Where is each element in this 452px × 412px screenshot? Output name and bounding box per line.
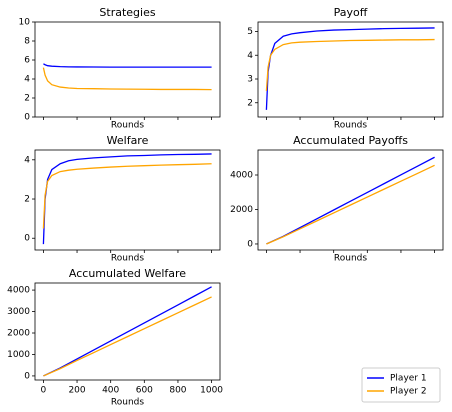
- line: [42, 153, 212, 245]
- axes-frame: [257, 21, 444, 118]
- axes-frame: [257, 149, 444, 251]
- subplot-title: Welfare: [107, 134, 149, 147]
- plot-area: [265, 27, 435, 110]
- x-axis-label: Rounds: [334, 121, 367, 131]
- y-tick-label: 8: [24, 37, 30, 47]
- y-tick-label: 4: [247, 51, 253, 61]
- plot-area: [43, 286, 212, 377]
- y-tick-label: 10: [19, 18, 31, 28]
- line: [43, 296, 212, 377]
- y-tick-label: 0: [24, 113, 30, 123]
- legend-frame: [361, 367, 441, 403]
- y-tick-label: 6: [24, 56, 30, 66]
- y-tick-label: 4000: [7, 286, 30, 296]
- y-tick-label: 4: [24, 155, 30, 165]
- subplot-title: Accumulated Welfare: [69, 267, 186, 280]
- y-tick-label: 3000: [7, 307, 30, 317]
- plot-area: [42, 63, 212, 91]
- subplot: Payoff 2 3 4 5 Rounds: [247, 6, 444, 131]
- line: [43, 286, 212, 377]
- x-tick-label: 600: [136, 386, 153, 396]
- x-tick-label: 0: [41, 386, 47, 396]
- x-axis-label: Rounds: [111, 398, 144, 408]
- axes-frame: [34, 21, 221, 118]
- y-tick-label: 2: [247, 98, 253, 108]
- y-tick-label: 3: [247, 75, 253, 85]
- x-axis-label: Rounds: [334, 254, 367, 264]
- x-tick-label: 1000: [200, 386, 223, 396]
- x-tick-label: 400: [102, 386, 119, 396]
- subplot: Accumulated Welfare 0 1000 2000 3000 4000 0 200…: [7, 267, 441, 408]
- y-tick-label: 1000: [7, 350, 30, 360]
- subplot: Accumulated Payoffs 0 2000 4000 Rounds: [230, 134, 444, 264]
- plot-area: [42, 153, 212, 245]
- legend-label: Player 1: [390, 374, 427, 384]
- subplot: Strategies 0 2 4 6 8 10 Rounds: [19, 6, 221, 131]
- subplot-title: Strategies: [99, 6, 155, 19]
- x-axis-label: Rounds: [111, 254, 144, 264]
- subplot-title: Payoff: [334, 6, 368, 19]
- line: [43, 63, 212, 68]
- y-tick-label: 2000: [7, 329, 30, 339]
- line: [266, 164, 435, 245]
- x-tick-label: 200: [68, 386, 85, 396]
- y-tick-label: 4000: [230, 171, 253, 181]
- y-tick-label: 0: [24, 234, 30, 244]
- axes-frame: [34, 149, 221, 251]
- line: [265, 38, 435, 91]
- y-tick-label: 2: [24, 195, 30, 205]
- y-tick-label: 0: [247, 239, 253, 249]
- y-tick-label: 5: [247, 27, 253, 37]
- subplot-title: Accumulated Payoffs: [293, 134, 408, 147]
- line: [266, 156, 435, 245]
- legend-label: Player 2: [390, 387, 427, 397]
- y-tick-label: 2: [24, 94, 30, 104]
- line: [42, 67, 212, 91]
- legend: Player 1 Player 2: [361, 367, 441, 403]
- subplot: Welfare 0 2 4 Rounds: [24, 134, 221, 264]
- y-tick-label: 4: [24, 75, 30, 85]
- line: [265, 27, 435, 110]
- x-tick-label: 800: [169, 386, 186, 396]
- line: [42, 163, 212, 229]
- y-tick-label: 0: [24, 371, 30, 381]
- y-tick-label: 2000: [230, 205, 253, 215]
- x-axis-label: Rounds: [111, 121, 144, 131]
- plot-area: [266, 156, 435, 245]
- axes-frame: [34, 282, 221, 381]
